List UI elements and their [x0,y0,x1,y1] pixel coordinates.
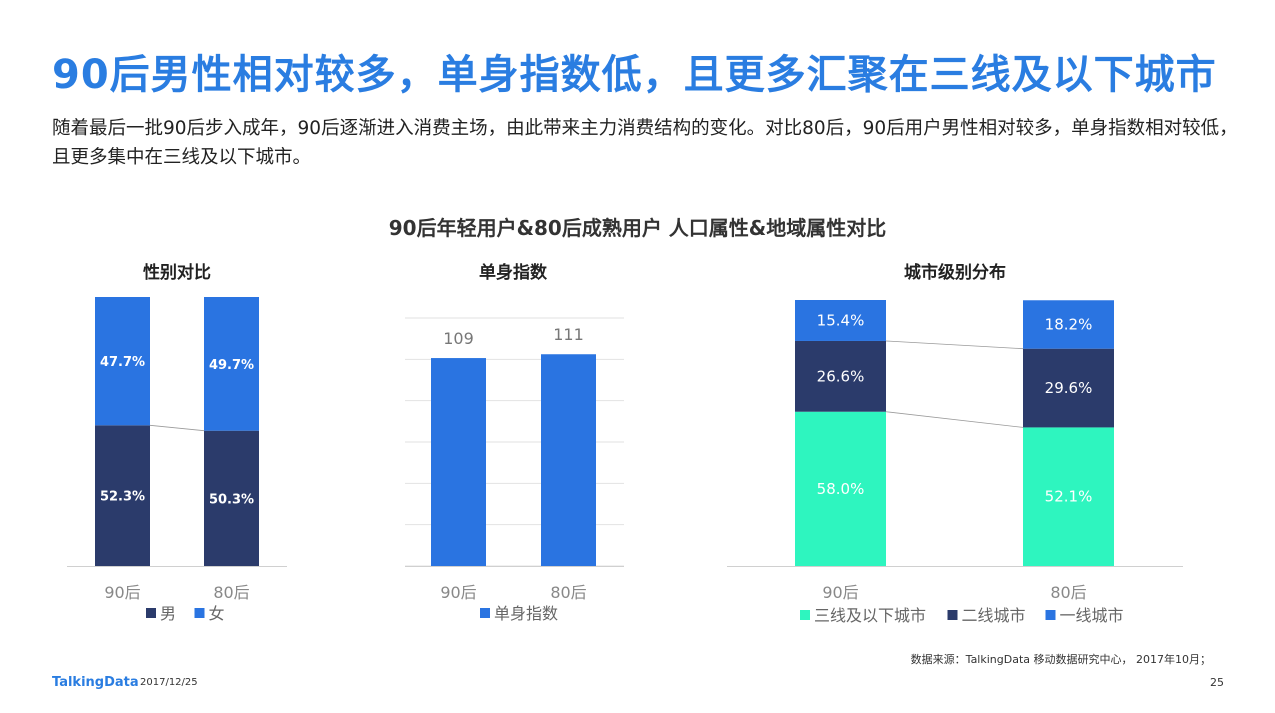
legend-swatch [947,610,958,620]
series-connector-line [149,424,205,432]
page-subtitle: 随着最后一批90后步入成年，90后逐渐进入消费主场，由此带来主力消费结构的变化。… [52,118,1238,168]
data-label: 26.6% [817,367,865,385]
bar-bottom [431,358,486,566]
bar-segment [204,297,259,431]
talkingdata-logo: TalkingData [52,675,139,690]
data-label: 47.7% [100,355,145,370]
data-label: 111 [553,325,584,344]
bar-bottom [1023,427,1114,566]
category-label: 80后 [1050,583,1086,602]
data-label: 52.1% [1045,488,1093,506]
category-label: 90后 [104,583,140,602]
bar-segment [795,340,886,412]
gender-chart-title: 性别对比 [143,263,211,283]
category-label: 80后 [213,583,249,602]
bar-bottom [95,425,150,566]
footer-date: 2017/12/25 [140,677,198,688]
legend-label: 一线城市 [1060,606,1124,625]
data-label: 50.3% [209,492,254,507]
legend-swatch [146,608,156,618]
legend-swatch [480,608,490,618]
category-label: 90后 [440,583,476,602]
single-index-chart-title: 单身指数 [479,263,547,283]
legend-label: 男 [160,604,176,623]
data-label: 18.2% [1045,315,1093,333]
data-label: 15.4% [817,311,865,329]
data-label: 58.0% [817,480,865,498]
legend-swatch [194,608,205,618]
page-title: 90后男性相对较多，单身指数低，且更多汇聚在三线及以下城市 [52,52,1217,98]
legend-label: 三线及以下城市 [814,606,926,625]
data-label: 52.3% [100,490,145,505]
bar-bottom [541,354,596,566]
legend-swatch [1045,610,1056,620]
series-connector-line [885,340,1024,350]
data-source-note: 数据来源：TalkingData 移动数据研究中心， 2017年10月； [910,653,1211,666]
bar-segment [795,300,886,341]
bar-bottom [795,411,886,566]
city-tier-chart-title: 城市级别分布 [904,263,1006,283]
legend-swatch [800,610,810,620]
category-label: 90后 [822,583,858,602]
legend-label: 单身指数 [494,604,558,623]
main-chart-title: 90后年轻用户&80后成熟用户 人口属性&地域属性对比 [388,216,887,240]
legend-label: 二线城市 [962,606,1026,625]
legend-label: 女 [209,604,225,623]
data-label: 29.6% [1045,379,1093,397]
category-label: 80后 [550,583,586,602]
page-number: 25 [1210,676,1224,689]
series-connector-line [885,411,1024,428]
bar-segment [1023,348,1114,428]
bar-segment [1023,300,1114,349]
data-label: 109 [443,329,474,348]
bar-bottom [204,430,259,566]
bar-segment [95,297,150,426]
data-label: 49.7% [209,358,254,373]
